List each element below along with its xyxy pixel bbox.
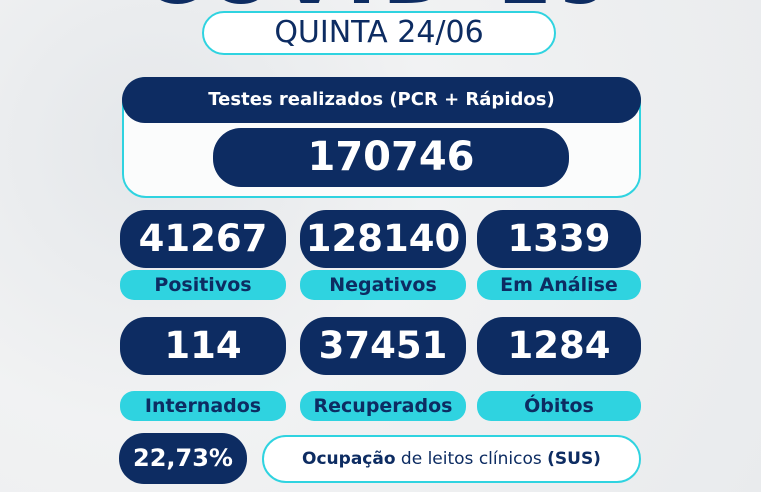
recuperados-value: 37451 [300,317,466,375]
tests-label: Testes realizados (PCR + Rápidos) [122,77,641,123]
positivos-value: 41267 [120,210,286,268]
occupancy-label: Ocupação de leitos clínicos (SUS) [262,435,641,483]
obitos-label: Óbitos [477,391,641,421]
occupancy-label-mid: de leitos clínicos [395,449,548,469]
positivos-label: Positivos [120,270,286,300]
title-covid: COVID-19 [0,0,761,10]
negativos-value: 128140 [300,210,466,268]
em-analise-label: Em Análise [477,270,641,300]
internados-label: Internados [120,391,286,421]
date-pill: QUINTA 24/06 [202,11,556,55]
negativos-label: Negativos [300,270,466,300]
internados-value: 114 [120,317,286,375]
occupancy-value: 22,73% [119,433,247,484]
title-strip: COVID-19 [0,0,761,10]
em-analise-value: 1339 [477,210,641,268]
recuperados-label: Recuperados [300,391,466,421]
tests-value: 170746 [213,128,569,187]
obitos-value: 1284 [477,317,641,375]
occupancy-label-bold: Ocupação [302,449,396,469]
occupancy-label-end: (SUS) [547,449,601,469]
